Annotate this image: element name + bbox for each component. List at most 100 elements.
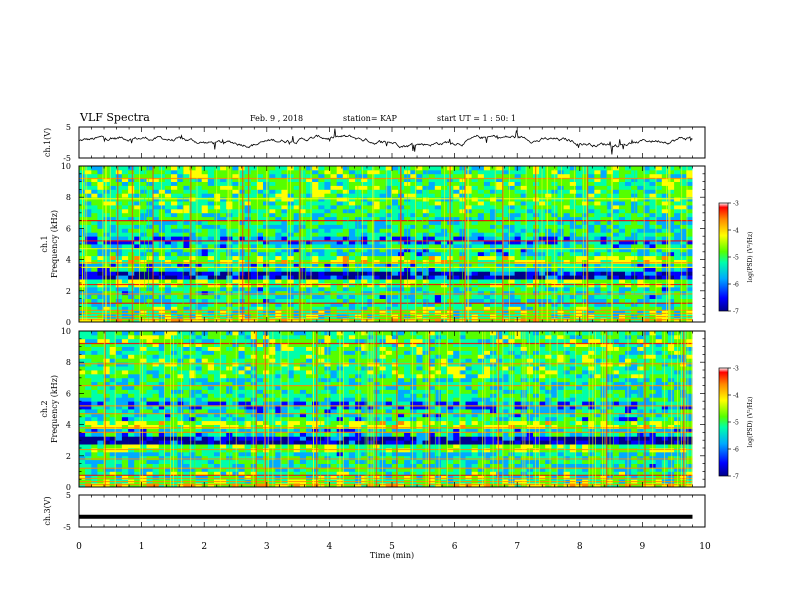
spectrogram-cell bbox=[483, 259, 491, 264]
spectrogram-cell bbox=[318, 271, 325, 276]
spectrogram-cell bbox=[281, 208, 288, 214]
spectrogram-cell bbox=[514, 201, 522, 206]
spectrogram-cell bbox=[342, 166, 350, 171]
spectrogram-cell bbox=[582, 290, 589, 296]
spectrogram-cell bbox=[594, 467, 601, 472]
spectrogram-cell bbox=[514, 208, 522, 214]
spectrogram-cell bbox=[569, 240, 577, 245]
spectrogram-cell bbox=[336, 255, 344, 260]
spectrogram-cell bbox=[158, 475, 166, 480]
spectrogram-cell bbox=[655, 236, 663, 241]
spectrogram-cell bbox=[631, 166, 638, 171]
spectrogram-cell bbox=[649, 205, 656, 210]
spectrogram-cell bbox=[667, 475, 675, 480]
spectrogram-cell bbox=[563, 463, 571, 468]
spectrogram-cell bbox=[115, 166, 123, 171]
spectrogram-cell bbox=[164, 205, 172, 210]
spectrogram-cell bbox=[649, 279, 656, 284]
spectrogram-cell bbox=[434, 240, 442, 245]
spectrogram-cell bbox=[618, 475, 626, 480]
spectrogram-cell bbox=[551, 463, 558, 468]
spectrogram-cell bbox=[465, 467, 472, 472]
spectrogram-cell bbox=[201, 232, 209, 237]
spectrogram-cell bbox=[171, 177, 178, 182]
spectrogram-cell bbox=[109, 263, 117, 268]
spectrogram-cell bbox=[477, 471, 485, 476]
spectrogram-cell bbox=[361, 193, 368, 198]
spectrogram-cell bbox=[588, 201, 595, 206]
spectrogram-cell bbox=[158, 193, 166, 198]
spectrogram-cell bbox=[667, 236, 675, 241]
spectrogram-cell bbox=[649, 236, 656, 241]
spectrogram-cell bbox=[324, 201, 331, 206]
spectrogram-cell bbox=[649, 302, 656, 307]
spectrogram-cell bbox=[680, 247, 687, 253]
spectrogram-cell bbox=[177, 294, 184, 299]
spectrogram-cell bbox=[146, 471, 153, 476]
spectrogram-cell bbox=[85, 181, 92, 186]
spectrogram-cell bbox=[496, 471, 503, 476]
spectrogram-cell bbox=[569, 193, 577, 198]
spectrogram-cell bbox=[588, 228, 595, 233]
spectrogram-cell bbox=[606, 236, 614, 241]
spectrogram-cell bbox=[655, 189, 663, 194]
spectrogram-cell bbox=[115, 259, 123, 264]
spectrogram-cell bbox=[330, 463, 337, 468]
spectrogram-cell bbox=[588, 302, 595, 307]
spectrogram-cell bbox=[226, 232, 233, 237]
spectrogram-cell bbox=[416, 286, 423, 292]
spectrogram-cell bbox=[637, 267, 644, 272]
spectrogram-cell bbox=[434, 294, 442, 299]
spectrogram-cell bbox=[502, 220, 509, 225]
spectrogram-cell bbox=[312, 290, 319, 296]
spectrogram-cell bbox=[91, 177, 98, 182]
spectrogram-cell bbox=[661, 201, 669, 206]
spectrogram-cell bbox=[582, 212, 589, 218]
spectrogram-cell bbox=[250, 189, 258, 194]
spectrogram-cell bbox=[306, 310, 313, 315]
spectrogram-cell bbox=[434, 251, 442, 257]
spectrogram-cell bbox=[152, 224, 160, 229]
spectrogram-cell bbox=[299, 302, 307, 307]
spectrogram-cell bbox=[385, 240, 393, 245]
spectrogram-cell bbox=[680, 290, 687, 296]
spectrogram-cell bbox=[385, 208, 393, 214]
spectrogram-cell bbox=[256, 177, 264, 182]
spectrogram-cell bbox=[490, 247, 497, 253]
spectrogram-cell bbox=[250, 302, 258, 307]
spectrogram-cell bbox=[661, 224, 669, 229]
spectrogram-cell bbox=[483, 173, 491, 179]
spectrogram-cell bbox=[91, 216, 98, 221]
spectrogram-cell bbox=[330, 208, 337, 214]
spectrogram-cell bbox=[391, 275, 399, 280]
spectrogram-cell bbox=[637, 232, 644, 237]
spectrogram-cell bbox=[312, 306, 319, 311]
spectrogram-cell bbox=[686, 255, 693, 260]
spectrogram-cell bbox=[146, 298, 153, 303]
spectrogram-cell bbox=[115, 193, 123, 198]
spectrogram-cell bbox=[637, 275, 644, 280]
spectrogram-cell bbox=[342, 181, 350, 186]
spectrogram-cell bbox=[336, 286, 344, 292]
spectrogram-cell bbox=[232, 224, 239, 229]
spectrogram-cell bbox=[238, 290, 245, 296]
spectrogram-cell bbox=[502, 244, 509, 249]
spectrogram-cell bbox=[158, 306, 166, 311]
spectrogram-cell bbox=[232, 310, 239, 315]
spectrogram-cell bbox=[232, 275, 239, 280]
spectrogram-cell bbox=[391, 255, 399, 260]
spectrogram-cell bbox=[214, 220, 221, 225]
spectrogram-cell bbox=[514, 193, 522, 198]
spectrogram-cell bbox=[342, 236, 350, 241]
spectrogram-cell bbox=[453, 232, 460, 237]
spectrogram-cell bbox=[477, 467, 485, 472]
spectrogram-cell bbox=[201, 185, 209, 190]
spectrogram-cell bbox=[631, 220, 638, 225]
spectrogram-cell bbox=[318, 193, 325, 198]
spectrogram-cell bbox=[189, 463, 196, 468]
spectrogram-cell bbox=[109, 271, 117, 276]
spectrogram-cell bbox=[146, 169, 153, 175]
spectrogram-cell bbox=[306, 306, 313, 311]
spectrogram-cell bbox=[293, 212, 301, 218]
spectrogram-cell bbox=[661, 173, 669, 179]
